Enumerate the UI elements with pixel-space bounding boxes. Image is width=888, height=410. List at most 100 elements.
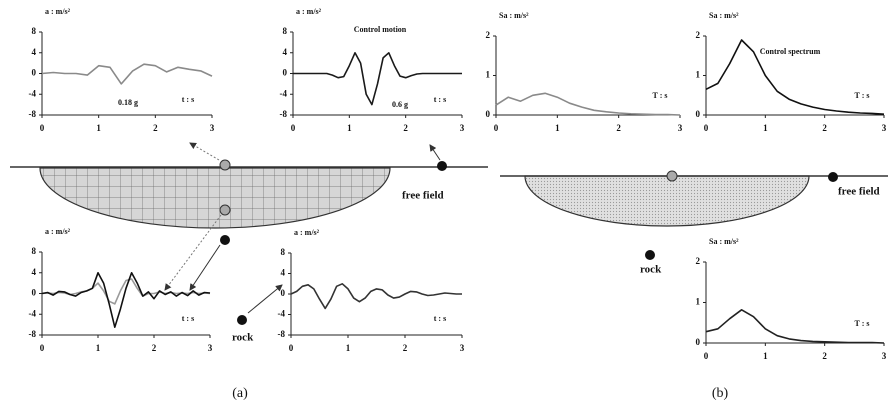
y-tick-label: 1: [696, 70, 701, 80]
chart-title: Control motion: [354, 25, 407, 34]
y-tick-label: 8: [32, 26, 37, 36]
y-axis-label: Sa : m/s²: [709, 237, 739, 246]
data-line: [495, 92, 681, 116]
x-tick-label: 1: [763, 351, 768, 361]
panel-label: (a): [232, 386, 248, 401]
data-line: [705, 39, 885, 115]
y-tick-label: 0: [32, 288, 37, 298]
site-diagram-a: free field rock (a): [10, 142, 488, 401]
annotation: 0.6 g: [392, 100, 408, 109]
y-tick-label: 4: [32, 267, 37, 277]
arrow: [189, 244, 221, 291]
arrow: [189, 142, 220, 161]
x-tick-label: 1: [346, 343, 351, 353]
free-field-label: free field: [838, 186, 880, 198]
basin-point: [219, 204, 231, 216]
x-tick-label: 3: [460, 343, 465, 353]
y-tick-label: 0: [32, 68, 37, 78]
outcrop-point: [237, 315, 247, 325]
x-tick-label: 2: [616, 123, 621, 133]
x-tick-label: 0: [289, 343, 294, 353]
y-tick-label: 8: [32, 246, 37, 256]
rock-label: rock: [640, 264, 662, 276]
y-tick-label: 2: [696, 30, 701, 40]
x-tick-label: 0: [40, 123, 45, 133]
x-tick-label: 2: [822, 351, 827, 361]
y-tick-label: 4: [283, 47, 288, 57]
annotation: 0.18 g: [118, 98, 138, 107]
y-axis-label: a : m/s²: [294, 228, 320, 237]
y-tick-label: 4: [281, 268, 286, 278]
y-tick-label: -4: [278, 309, 286, 319]
x-tick-label: 1: [763, 123, 768, 133]
y-axis-label: a : m/s²: [45, 227, 71, 236]
y-tick-label: -4: [29, 308, 37, 318]
x-tick-label: 0: [704, 351, 709, 361]
arrow: [429, 144, 441, 161]
site-diagram-b: free field rock (b): [500, 170, 888, 401]
arrow: [247, 284, 283, 314]
data-line: [41, 272, 211, 328]
y-axis-label: Sa : m/s²: [709, 11, 739, 20]
y-tick-label: -8: [278, 329, 286, 339]
y-tick-label: -8: [280, 109, 288, 119]
x-axis-label: t : s: [434, 95, 446, 104]
y-tick-label: 0: [283, 68, 288, 78]
x-tick-label: 3: [882, 123, 887, 133]
x-tick-label: 2: [403, 123, 408, 133]
x-tick-label: 0: [291, 123, 296, 133]
x-tick-label: 1: [555, 123, 560, 133]
y-tick-label: 2: [696, 256, 701, 266]
chart-title: Control spectrum: [760, 47, 821, 56]
x-tick-label: 2: [403, 343, 408, 353]
x-axis-label: t : s: [434, 314, 446, 323]
x-tick-label: 2: [152, 343, 157, 353]
y-axis-label: Sa : m/s²: [499, 11, 529, 20]
data-line: [705, 309, 885, 344]
free-field-point: [828, 172, 838, 182]
x-tick-label: 3: [678, 123, 683, 133]
rock-point: [645, 250, 655, 260]
x-axis-label: t : s: [182, 314, 194, 323]
data-line: [293, 52, 462, 106]
x-tick-label: 3: [208, 343, 213, 353]
y-tick-label: 4: [32, 47, 37, 57]
x-tick-label: 0: [494, 123, 499, 133]
y-tick-label: 0: [281, 288, 286, 298]
surface-point: [219, 159, 231, 171]
rock-label: rock: [232, 332, 254, 344]
x-axis-label: T : s: [653, 91, 668, 100]
x-tick-label: 0: [40, 343, 45, 353]
y-tick-label: 0: [696, 109, 701, 119]
y-tick-label: 0: [696, 337, 701, 347]
y-tick-label: -4: [29, 88, 37, 98]
x-tick-label: 0: [704, 123, 709, 133]
x-tick-label: 1: [347, 123, 352, 133]
x-tick-label: 2: [153, 123, 158, 133]
free-field-point: [437, 161, 447, 171]
y-axis-label: a : m/s²: [296, 7, 322, 16]
x-tick-label: 2: [822, 123, 827, 133]
x-tick-label: 3: [882, 351, 887, 361]
basin: [39, 167, 391, 229]
rock-point: [220, 235, 230, 245]
y-tick-label: -4: [280, 88, 288, 98]
data-line: [41, 278, 211, 305]
y-tick-label: 2: [486, 30, 491, 40]
y-tick-label: 8: [283, 26, 288, 36]
y-tick-label: 1: [696, 297, 701, 307]
basin: [524, 175, 810, 227]
x-tick-label: 3: [460, 123, 465, 133]
y-tick-label: -8: [29, 109, 37, 119]
y-tick-label: 0: [486, 109, 491, 119]
surface-point: [666, 170, 678, 182]
x-axis-label: t : s: [182, 95, 194, 104]
y-tick-label: 8: [281, 247, 286, 257]
data-line: [290, 283, 462, 310]
free-field-label: free field: [402, 190, 444, 202]
data-line: [41, 63, 213, 85]
x-axis-label: T : s: [855, 91, 870, 100]
y-tick-label: -8: [29, 329, 37, 339]
y-axis-label: a : m/s²: [45, 7, 71, 16]
